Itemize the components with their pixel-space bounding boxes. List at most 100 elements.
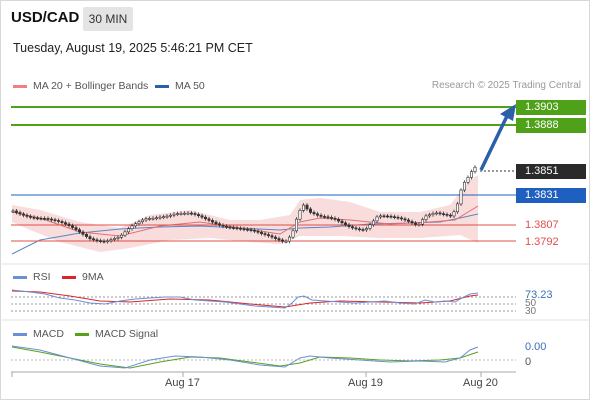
candle-body [49,218,53,221]
macd-value: 0.00 [525,341,547,353]
resistance-1-badge: 1.3888 [516,118,586,133]
candle-body [179,213,183,215]
candle-body [438,212,442,215]
candle-body [151,217,155,220]
candle-body [392,216,396,218]
candle-body [155,217,159,220]
candle-body [448,214,452,217]
x-label-aug17: Aug 17 [165,377,200,389]
candle-body [378,215,382,218]
candle-body [56,220,60,222]
candle-body [200,215,204,218]
candle-body [336,219,340,222]
candle-body [214,221,218,225]
candle-body [298,210,302,220]
candle-body [102,240,106,243]
candle-body [396,216,400,219]
candle-body [148,218,152,220]
candle-body [343,222,347,226]
candle-body [406,219,410,222]
candle-body [277,238,281,241]
candle-body [455,203,459,213]
candle-body [172,213,176,216]
last-price-badge: 1.3851 [516,164,586,179]
candle-body [253,229,257,232]
candle-body [263,233,267,235]
candle-body [403,218,407,221]
candle-body [312,212,316,215]
candle-body [459,189,463,205]
candle-body [92,238,96,241]
legend-ma50-label: MA 50 [175,80,205,92]
ma20-swatch [13,84,27,88]
candle-body [399,217,403,220]
pivot-badge: 1.3831 [516,188,586,203]
candle-body [15,210,19,213]
candle-body [340,220,344,224]
candle-body [67,223,71,226]
legend-rsi-ma-label: 9MA [82,271,104,283]
candle-body [176,213,180,215]
candle-body [46,218,50,220]
candle-body [186,212,190,215]
candle-body [64,222,68,225]
candle-body [218,223,222,226]
candle-body [95,239,99,242]
ma20-line [11,205,479,237]
candle-body [445,214,449,216]
resistance-2-badge: 1.3903 [516,100,586,115]
candle-body [246,228,250,231]
candle-body [305,204,309,210]
candle-body [333,217,337,220]
candle-body [81,231,85,235]
candle-body [228,226,232,229]
candle-body [427,214,431,217]
macd-swatch [13,332,27,336]
macd-signal-line [11,346,479,369]
candle-body [183,212,187,215]
candle-body [42,218,46,220]
bollinger-band [12,175,478,252]
x-label-aug19: Aug 19 [348,377,383,389]
candle-body [137,221,141,225]
candle-body [434,212,438,215]
research-credit: Research © 2025 Trading Central [431,80,581,91]
legend-rsi-ma: 9MA [62,271,104,283]
candle-body [294,218,298,232]
candle-body [85,234,89,237]
macd-zero-label: 0 [525,356,532,368]
candle-body [18,212,22,215]
candle-body [431,213,435,216]
candle-body [35,217,39,220]
candle-body [329,217,333,219]
legend-rsi: RSI [13,271,51,283]
candle-body [190,212,194,215]
candle-body [357,228,361,231]
candle-body [249,229,253,231]
candle-body [273,236,277,239]
legend-rsi-label: RSI [33,271,51,283]
candle-body [473,166,477,172]
ma50-swatch [155,84,169,88]
candle-body [259,231,263,234]
candle-body [235,227,239,230]
candle-body [88,236,92,240]
candle-body [413,222,417,225]
candle-body [361,229,365,231]
candle-body [368,224,372,229]
candle-body [322,216,326,218]
timeframe-button[interactable]: 30 MIN [83,7,133,31]
candle-body [204,216,208,220]
candle-body [127,228,131,233]
legend-ma20-label: MA 20 + Bollinger Bands [33,80,149,92]
candle-body [270,235,274,238]
candle-body [113,238,117,240]
rsi-swatch [13,275,27,279]
candle-body [239,227,243,230]
candle-body [350,226,354,229]
candle-body [78,229,82,233]
rsi-level-30-label: 30 [525,306,537,317]
candle-body [207,218,211,221]
candle-body [169,214,173,217]
